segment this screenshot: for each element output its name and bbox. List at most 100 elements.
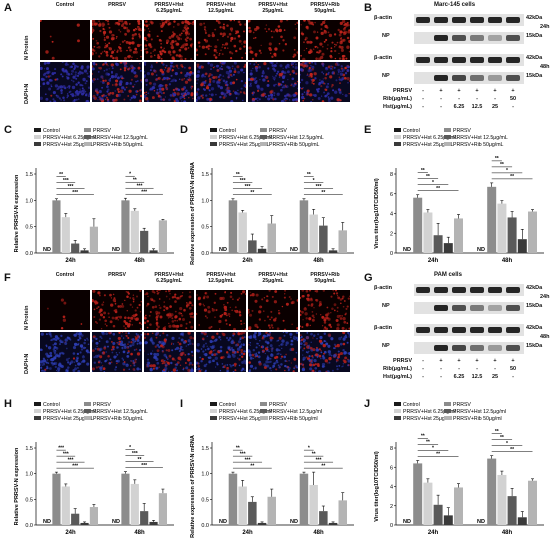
cell-dot [270,96,274,100]
cell-dot [302,340,305,343]
cell-dot [94,347,97,350]
cell-dot [254,36,257,39]
cell-dot [123,325,125,327]
cell-dot [148,43,152,47]
cell-dot [277,339,280,342]
cell-dot [280,363,283,366]
cell-dot [89,71,90,73]
cell-dot [232,90,235,92]
cell-dot [58,97,61,100]
cell-dot [228,32,232,36]
cell-dot [114,310,118,314]
cell-dot [321,62,325,66]
cell-dot [339,314,342,317]
cell-dot [250,80,252,82]
cell-dot [103,34,106,36]
cell-dot [207,47,210,50]
cell-dot [85,92,88,96]
legend-swatch [34,128,41,132]
cell-dot [159,52,163,56]
cell-dot [208,360,212,364]
cell-dot [228,323,231,327]
cell-dot [228,355,232,359]
cell-dot [248,20,251,23]
x-tick-label: 24h [65,530,76,536]
panel-label-e: E [364,124,372,136]
cell-dot [204,53,207,56]
cell-dot [82,77,86,82]
cell-dot [163,47,165,50]
cell-dot [347,297,350,300]
cell-dot [347,30,350,34]
cell-dot [129,48,132,52]
cell-dot [197,70,201,74]
cell-dot [214,349,216,351]
cell-dot [128,46,130,49]
cell-dot [172,32,176,36]
cell-dot [307,345,309,347]
cell-dot [239,23,242,26]
blot-band [506,57,520,63]
cell-dot [248,77,251,82]
cell-dot [116,87,120,91]
cell-dot [319,79,321,81]
cell-dot [334,57,337,60]
cell-dot [215,93,217,96]
bar [149,250,158,253]
cell-dot [167,361,170,365]
cell-dot [204,31,207,35]
cell-dot [333,303,337,307]
cell-dot [121,40,125,43]
cell-dot [136,43,141,48]
cell-dot [269,338,273,342]
cell-dot [268,326,272,329]
cell-dot [115,346,119,349]
cell-dot [336,327,340,330]
cell-dot [123,88,126,91]
cell-dot [267,97,271,101]
cell-dot [104,360,107,363]
cell-dot [131,37,134,40]
tile-background [40,290,90,330]
cell-dot [125,83,127,86]
cell-dot [201,357,204,361]
blot-title: Marc-145 cells [434,2,476,8]
cell-dot [108,42,111,45]
cell-dot [335,62,339,65]
cell-dot [239,344,243,348]
cell-dot [92,299,94,303]
cell-dot [277,312,281,315]
cell-dot [262,336,264,339]
cell-dot [293,36,297,40]
cell-dot [322,78,324,80]
cell-dot [249,294,252,297]
legend-label: PRRSV+Rib 50μg/ml [453,416,502,422]
cell-dot [156,324,159,327]
cell-dot [348,29,350,32]
cell-dot [325,66,328,70]
cell-dot [339,342,343,346]
cell-dot [41,359,45,363]
cell-dot [303,20,306,22]
cell-dot [80,323,83,325]
cell-dot [43,68,46,70]
cell-dot [104,79,107,82]
cell-dot [184,47,188,51]
cell-dot [254,97,257,101]
cell-dot [188,73,192,77]
cell-dot [107,23,110,26]
cell-dot [82,89,86,93]
cell-dot [132,85,134,87]
sig-label: *** [72,190,78,196]
cell-dot [264,27,267,30]
cell-dot [257,334,260,337]
cell-dot [131,343,135,347]
cell-dot [172,50,176,54]
cell-dot [329,75,333,79]
cell-dot [134,74,138,78]
cell-dot [243,71,245,74]
sig-label: ** [236,172,240,178]
cell-dot [98,318,101,321]
cell-dot [284,43,288,46]
